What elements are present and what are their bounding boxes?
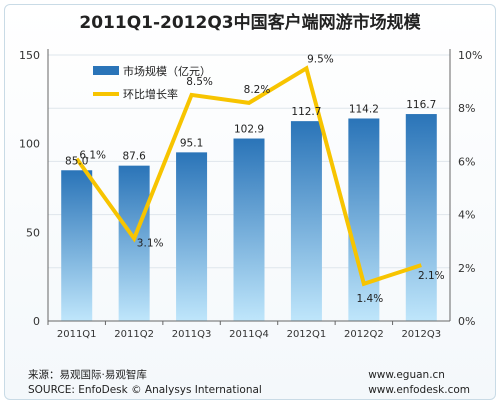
y-right-tick-label: 10%	[458, 49, 482, 62]
y-left-tick-label: 0	[33, 315, 40, 328]
url-enfodesk: www.enfodesk.com	[368, 384, 470, 396]
bar-value-label: 85.0	[65, 155, 88, 167]
bar-value-label: 87.6	[122, 151, 146, 163]
line-value-label: 8.5%	[186, 76, 213, 88]
legend-swatch-bar	[93, 66, 119, 75]
line-value-label: 6.1%	[79, 150, 106, 162]
growth-rate-line	[75, 65, 422, 287]
x-tick-label: 2011Q1	[57, 329, 97, 340]
x-tick-label: 2011Q4	[229, 329, 269, 340]
x-tick-label: 2012Q2	[344, 329, 384, 340]
line-value-label: 9.5%	[307, 53, 334, 65]
y-left-tick-label: 150	[19, 49, 40, 62]
source-en: SOURCE: EnfoDesk © Analysys Internationa…	[28, 384, 262, 396]
bar-value-label: 112.7	[291, 106, 321, 118]
chart-title: 2011Q1-2012Q3中国客户端网游市场规模	[79, 13, 421, 33]
x-tick-label: 2011Q2	[114, 329, 154, 340]
legend-label-bar: 市场规模（亿元）	[123, 64, 211, 78]
line-value-label: 8.2%	[244, 84, 271, 96]
line-value-label: 2.1%	[418, 270, 445, 282]
y-left-tick-label: 50	[26, 226, 40, 239]
x-tick-label: 2012Q1	[287, 329, 327, 340]
bar	[348, 118, 380, 321]
y-right-tick-label: 2%	[458, 262, 475, 275]
line-value-label: 1.4%	[357, 293, 384, 305]
y-right-tick-label: 6%	[458, 155, 475, 168]
x-tick-label: 2012Q3	[401, 329, 441, 340]
bar	[61, 170, 93, 321]
source-cn: 来源：易观国际·易观智库	[28, 369, 147, 381]
y-left-tick-label: 100	[19, 138, 40, 151]
bar	[118, 165, 150, 321]
bar	[233, 138, 265, 321]
url-eguan: www.eguan.cn	[368, 369, 445, 381]
bar	[176, 152, 208, 321]
x-tick-label: 2011Q3	[172, 329, 212, 340]
footer-source: 来源：易观国际·易观智库 SOURCE: EnfoDesk © Analysys…	[28, 368, 262, 398]
bar-value-label: 114.2	[349, 103, 379, 115]
footer-urls: www.eguan.cn www.enfodesk.com	[368, 368, 470, 398]
bar	[290, 121, 322, 322]
bar-value-label: 102.9	[234, 124, 264, 136]
legend-label-line: 环比增长率	[123, 87, 178, 101]
line-value-label: 3.1%	[137, 238, 164, 250]
y-right-tick-label: 4%	[458, 209, 475, 222]
y-right-tick-label: 0%	[458, 315, 475, 328]
bar-value-label: 95.1	[180, 137, 203, 149]
bar	[405, 114, 437, 321]
bar-value-label: 116.7	[406, 99, 436, 111]
y-right-tick-label: 8%	[458, 102, 475, 115]
